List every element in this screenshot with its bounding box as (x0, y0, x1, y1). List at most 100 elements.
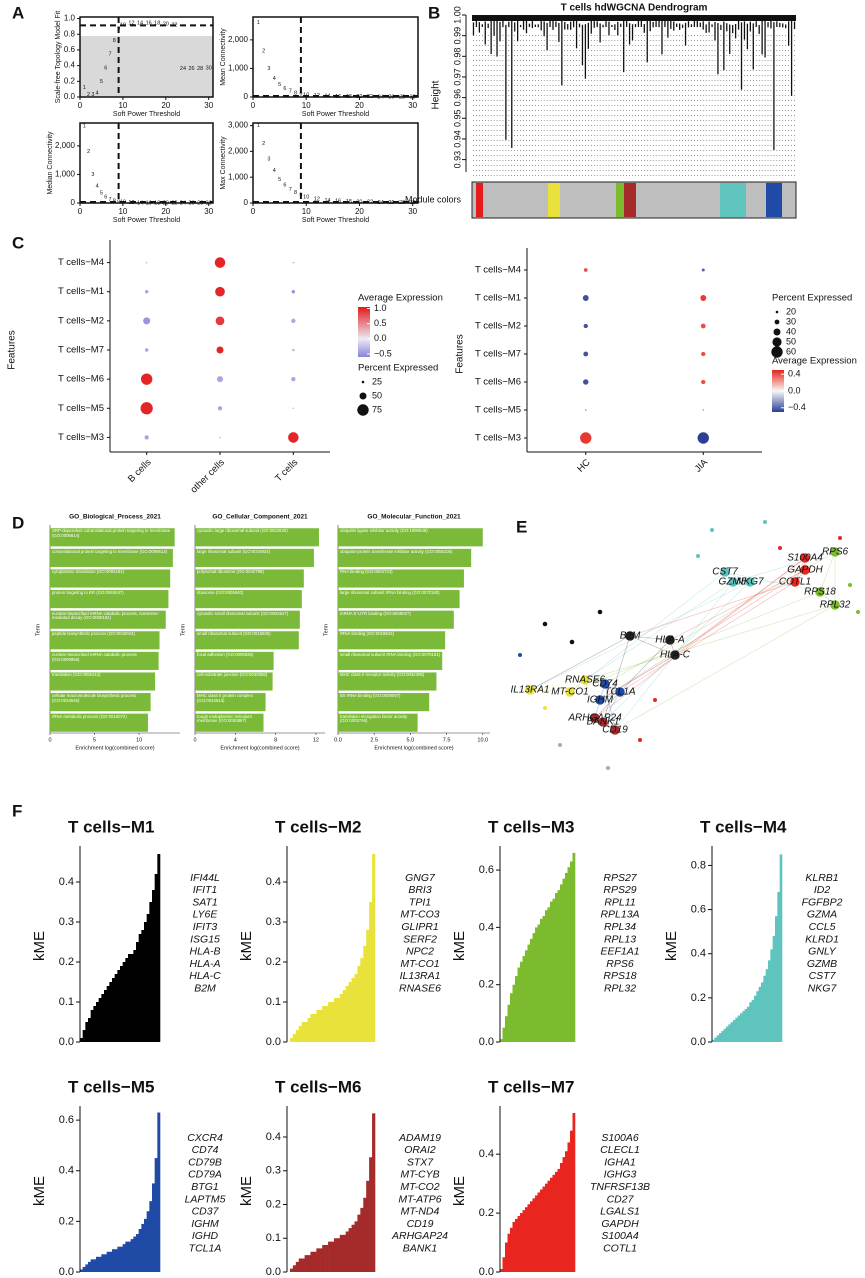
node-label: IL13RA1 (511, 685, 550, 696)
gene-label: MT-CO1 (400, 958, 439, 970)
point-label: 18 (154, 21, 160, 27)
y-axis-label: Term (35, 623, 41, 636)
bar (719, 1033, 722, 1042)
chart-title: GO_Cellular_Component_2021 (212, 514, 308, 521)
dot (216, 346, 224, 354)
term-label: cytosolic large ribosomal subunit (GO:00… (197, 528, 288, 534)
bar (570, 861, 573, 1042)
y-tick-label: 0.0 (479, 1266, 494, 1278)
term-label: focal adhesion (GO:0005925) (197, 651, 254, 657)
x-tick-label: 4 (234, 737, 237, 743)
bar (737, 1015, 741, 1042)
bar (545, 1183, 548, 1272)
x-tick-label: 12 (313, 737, 319, 743)
bar (120, 966, 123, 1042)
edge (602, 691, 621, 723)
y-tick-label: T cells−M2 (58, 315, 104, 326)
plot-frame (79, 16, 214, 98)
bar (144, 922, 147, 1042)
point-label: 16 (335, 199, 341, 205)
bar (195, 569, 304, 588)
point-label: 8 (113, 198, 116, 204)
edge (569, 591, 821, 693)
bar (130, 1239, 134, 1272)
x-tick-label: 10 (302, 101, 311, 110)
gene-label: COTL1 (603, 1242, 637, 1254)
bar (136, 942, 139, 1042)
bar (195, 548, 314, 567)
bar (557, 890, 561, 1042)
bar (50, 528, 175, 547)
y-tick-label: 0.97 (452, 68, 462, 86)
edge (604, 551, 836, 685)
edge (819, 551, 836, 593)
node-label: TCL1A (604, 687, 635, 698)
edge (619, 581, 796, 693)
edge (614, 604, 836, 731)
network-node (669, 649, 681, 661)
bar (331, 1002, 335, 1042)
point-label: 28 (399, 94, 405, 100)
dot (291, 376, 296, 382)
point-label: 14 (137, 200, 143, 206)
y-tick-label: 0.0 (64, 92, 76, 101)
dot (583, 351, 589, 357)
term-label: peptide biosynthetic process (GO:0043043… (52, 631, 135, 637)
point-label: 18 (346, 199, 352, 205)
bar (109, 982, 113, 1042)
bar (195, 610, 300, 629)
bar (348, 1228, 352, 1272)
x-tick-label: 0 (78, 207, 83, 216)
bar (82, 1266, 86, 1272)
bar (295, 1261, 300, 1272)
bar (157, 854, 161, 1042)
bar-label-box: peptide biosynthetic process (GO:0043043… (52, 631, 135, 637)
bar (500, 1269, 503, 1272)
gene-label: BRI3 (408, 884, 432, 896)
bar (333, 998, 338, 1042)
bar (562, 878, 566, 1042)
bar (565, 1151, 568, 1272)
dot (216, 376, 224, 383)
point-label: 4 (273, 168, 276, 174)
bar (562, 1157, 566, 1272)
net-dot (653, 698, 657, 702)
node-label: ARHGAP24 (567, 713, 622, 724)
dot (215, 286, 225, 297)
y-tick-label: 0.99 (452, 27, 462, 45)
x-tick-label: 20 (355, 101, 364, 110)
point-label: 7 (289, 89, 292, 95)
gene-label: IGHG3 (604, 1169, 637, 1181)
bar (522, 1210, 526, 1272)
bar-label-box: protein targeting to ER (GO:0045047) (52, 590, 124, 595)
bar-label-box: large ribosomal subunit rRNA binding (GO… (340, 590, 440, 595)
dot (702, 409, 705, 411)
gene-label: HLA-C (189, 970, 221, 982)
bar (723, 1028, 727, 1042)
term-label: translation (GO:0006412) (52, 672, 101, 678)
network-node (579, 674, 591, 686)
gene-label: NPC2 (406, 946, 434, 958)
point-label: 12 (314, 197, 320, 203)
bar (540, 1189, 543, 1272)
bar (101, 994, 105, 1042)
point-label: 12 (128, 200, 134, 206)
network-node (597, 716, 609, 728)
x-tick-label: 20 (161, 207, 170, 216)
bar (338, 610, 454, 629)
color-legend-title: Average Expression (358, 293, 443, 304)
gene-label: CD27 (607, 1193, 635, 1205)
bar (117, 970, 121, 1042)
bar (775, 916, 778, 1042)
bar (369, 1157, 373, 1272)
y-tick-label: 0 (244, 198, 249, 207)
point-label: 10 (120, 200, 126, 206)
module-segment (476, 183, 483, 217)
y-tick-label: T cells−M5 (58, 403, 104, 414)
network-node (789, 576, 801, 588)
bar (104, 990, 107, 1042)
chart-title: T cells−M6 (275, 1077, 361, 1096)
edge (669, 569, 806, 641)
gene-label: CD79A (188, 1169, 222, 1181)
x-axis-label: Enrichment log(combined score) (220, 745, 299, 751)
